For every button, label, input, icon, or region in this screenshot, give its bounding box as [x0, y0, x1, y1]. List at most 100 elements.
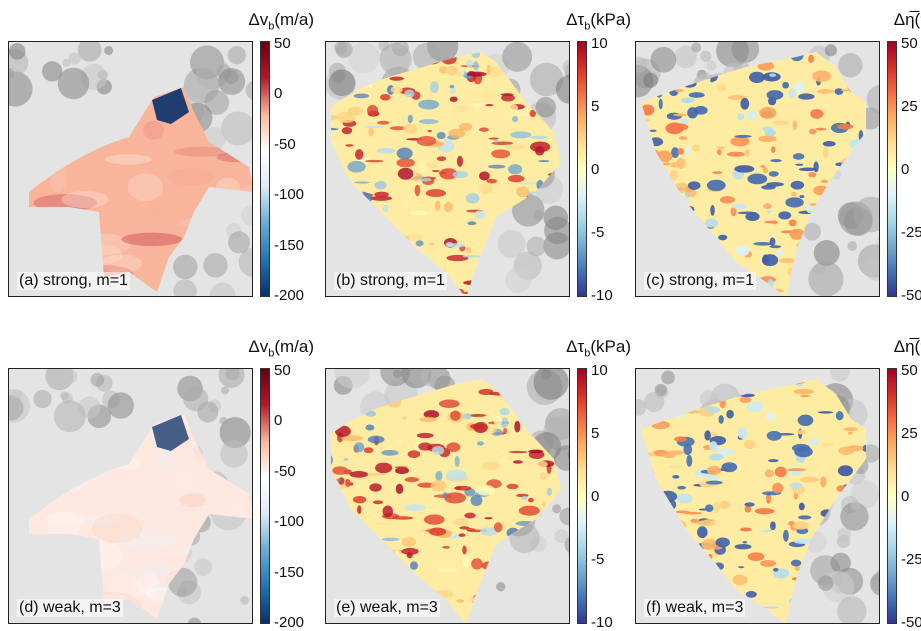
field-patch	[768, 459, 779, 462]
field-patch	[758, 136, 777, 142]
field-patch	[45, 512, 86, 526]
field-patch	[717, 146, 726, 149]
colorbar-title-a: Δvb(m/a)	[248, 10, 314, 32]
field-patch	[517, 182, 538, 184]
field-patch	[367, 105, 378, 116]
field-patch	[369, 483, 381, 491]
terrain-rock	[555, 529, 569, 543]
field-patch	[675, 511, 690, 514]
field-patch	[61, 191, 109, 208]
field-patch	[488, 165, 506, 169]
terrain-rock	[62, 59, 70, 67]
terrain-rock	[691, 42, 701, 52]
terrain-rock	[808, 261, 843, 296]
field-patch	[486, 179, 497, 184]
colorbar-tick-label: -50	[901, 288, 921, 303]
field-patch	[747, 110, 757, 119]
field-patch	[820, 476, 826, 487]
field-patch	[499, 408, 510, 416]
field-patch	[793, 120, 797, 130]
field-patch	[437, 156, 446, 161]
field-patch	[793, 521, 809, 530]
field-patch	[143, 121, 164, 140]
field-patch	[677, 148, 684, 154]
terrain-rock	[496, 582, 505, 591]
terrain-rock	[329, 69, 356, 96]
field-patch	[347, 161, 365, 173]
terrain-rock	[194, 558, 212, 576]
field-patch	[463, 255, 481, 258]
field-patch	[439, 66, 447, 73]
field-patch	[487, 65, 491, 75]
field-patch	[449, 85, 454, 88]
field-patch	[810, 109, 823, 119]
field-patch	[169, 470, 195, 495]
field-patch	[791, 181, 805, 190]
colorbar-tick-label: 0	[901, 162, 909, 177]
field-patch	[446, 470, 467, 481]
field-patch	[428, 130, 432, 132]
field-patch	[799, 195, 804, 198]
panel-label-f: (f) weak, m=3	[644, 599, 745, 617]
field-patch	[432, 560, 451, 563]
colorbar-title-e: Δτb(kPa)	[566, 337, 631, 359]
field-patch	[430, 81, 439, 93]
map-panel-f: (f) weak, m=3	[635, 368, 880, 624]
field-patch	[815, 128, 826, 131]
field-patch	[770, 521, 776, 530]
field-patch	[489, 137, 499, 139]
terrain-rock	[220, 417, 228, 425]
terrain-rock	[847, 241, 857, 251]
field-patch	[471, 100, 492, 103]
field-patch	[707, 466, 721, 475]
field-patch	[772, 221, 778, 225]
field-patch	[105, 154, 152, 164]
field-patch	[373, 500, 383, 504]
field-patch	[332, 466, 348, 475]
panel-label-d: (d) weak, m=3	[17, 599, 123, 617]
field-patch	[717, 149, 722, 155]
field-patch	[536, 461, 547, 468]
field-patch	[366, 425, 375, 431]
map-panel-b: (b) strong, m=1	[325, 41, 570, 297]
field-patch	[674, 436, 687, 441]
colorbar-tick-label: -100	[274, 187, 304, 202]
field-patch	[734, 165, 754, 173]
field-patch	[835, 88, 844, 95]
terrain-rock	[221, 386, 229, 394]
colorbar-tick-label: 10	[591, 36, 608, 51]
colorbar-tick-label: -10	[591, 288, 613, 303]
field-patch	[528, 450, 543, 454]
field-patch	[763, 606, 779, 608]
terrain-rock	[60, 392, 68, 400]
field-patch	[794, 81, 804, 93]
colorbar-tick-label: 50	[901, 36, 918, 51]
field-patch	[707, 180, 726, 191]
field-patch	[770, 159, 782, 162]
field-patch	[382, 205, 388, 212]
field-patch	[512, 116, 518, 122]
field-patch	[470, 424, 485, 430]
field-patch	[501, 93, 514, 96]
field-patch	[734, 135, 751, 138]
field-patch	[514, 421, 520, 433]
colorbar-tick-label: -150	[274, 565, 304, 580]
field-patch	[716, 538, 730, 548]
field-patch	[767, 90, 784, 100]
panel-label-e: (e) weak, m=3	[334, 599, 440, 617]
colorbar-tick-label: 50	[274, 36, 291, 51]
colorbar-tick-label: -10	[591, 615, 613, 630]
field-patch	[792, 444, 810, 452]
terrain-rock	[505, 267, 531, 293]
field-patch	[808, 55, 814, 63]
field-patch	[476, 485, 495, 496]
colorbar-tick-label: -50	[274, 137, 296, 152]
field-patch	[342, 127, 352, 134]
field-patch	[516, 186, 529, 197]
colorbar-a	[260, 41, 270, 297]
field-patch	[402, 548, 419, 555]
field-patch	[766, 182, 784, 186]
field-patch	[809, 129, 817, 134]
field-patch	[760, 530, 774, 532]
field-patch	[450, 411, 461, 421]
